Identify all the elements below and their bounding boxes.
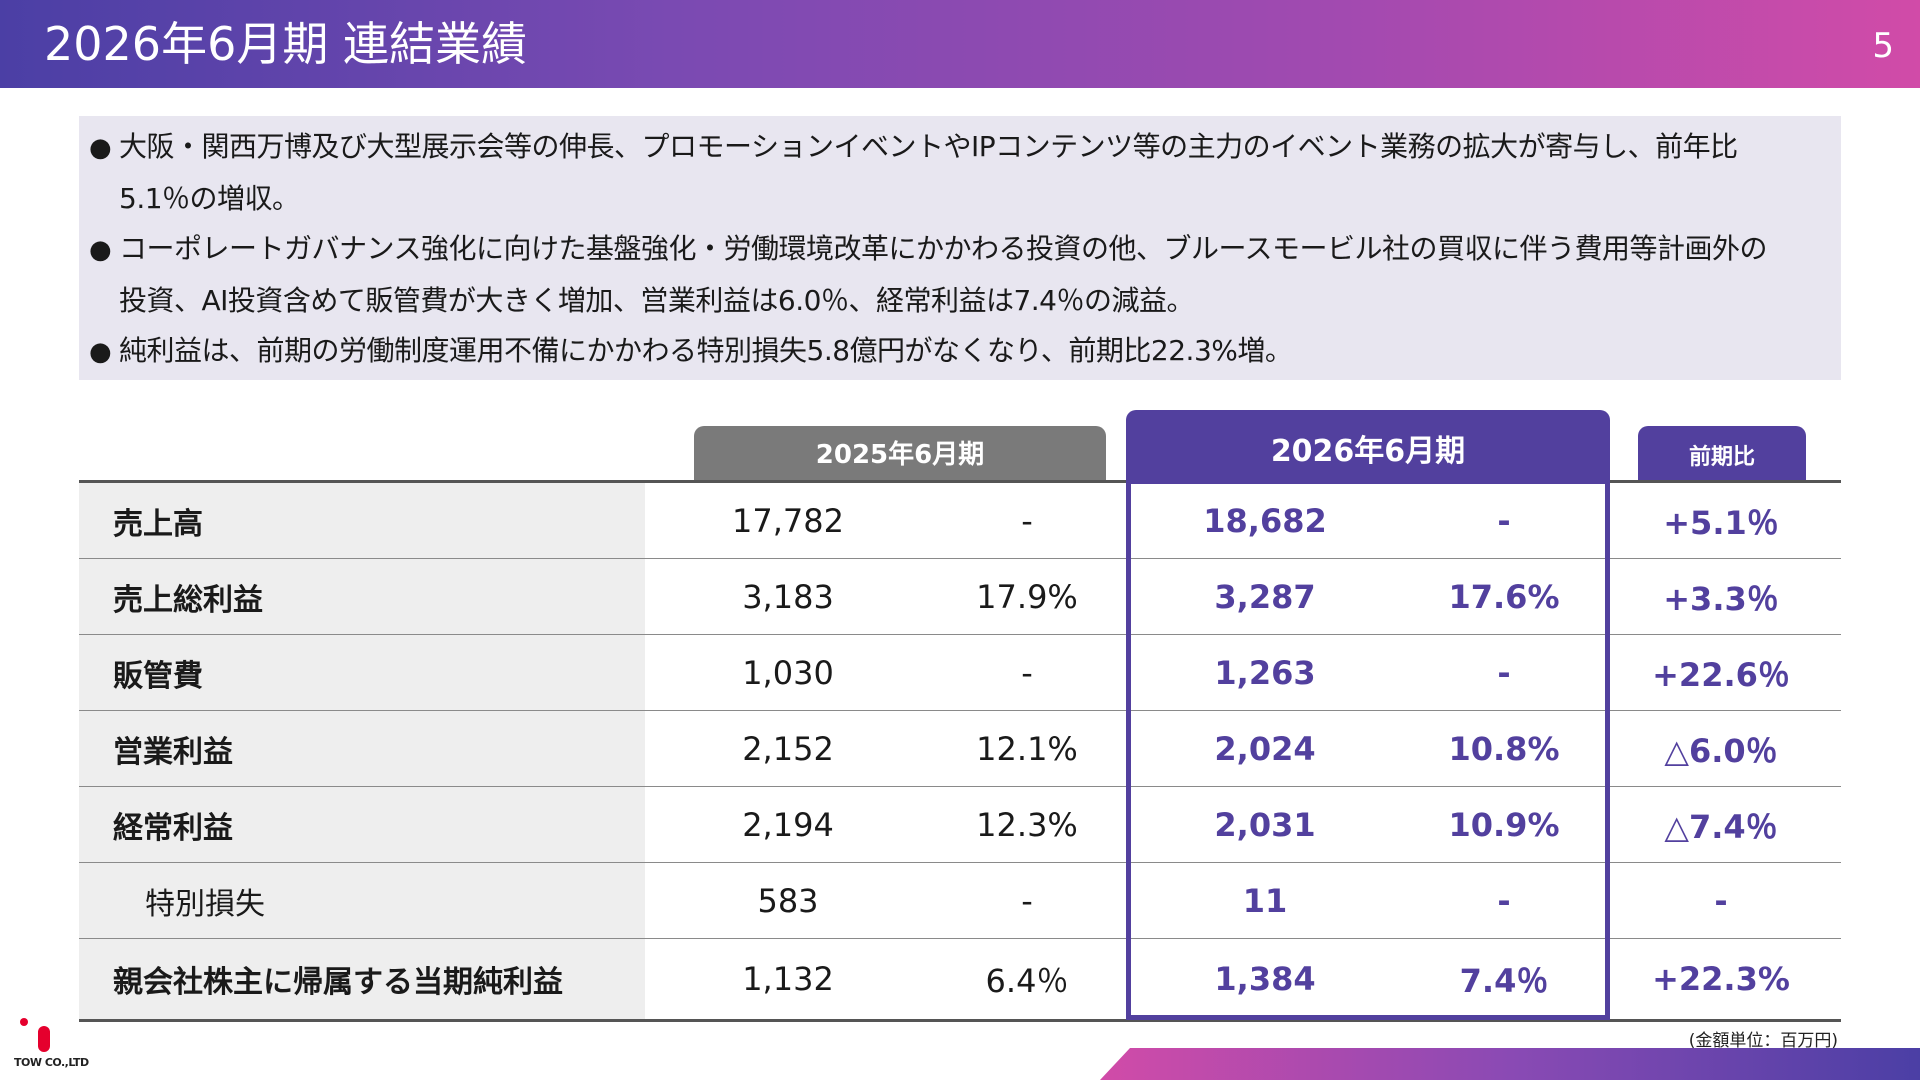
row-label: 売上高 [113,506,203,542]
curr-value: 2,024 [1214,729,1316,768]
curr-value: 18,682 [1203,501,1327,540]
yoy-ratio: +5.1％ [1663,503,1779,542]
yoy-ratio: △7.4％ [1664,807,1778,846]
unit-note: (金額単位：百万円) [1688,1031,1838,1051]
summary-line: 5.1％の増収。 [119,181,300,215]
table-row: 売上高 17,782 - 18,682 - +5.1％ [79,483,1841,559]
row-label: 経常利益 [113,810,233,846]
curr-value: 3,287 [1214,577,1316,616]
table-top-rule [79,480,1841,483]
company-logo: TOW CO.,LTD [14,1016,89,1072]
curr-percent: 7.4％ [1459,962,1549,1000]
prev-percent: 17.9% [976,577,1078,616]
row-label: 売上総利益 [113,582,263,618]
row-label: 親会社株主に帰属する当期純利益 [113,965,563,1000]
curr-value: 1,384 [1214,960,1316,998]
prev-value: 2,152 [742,729,834,768]
prev-value: 1,030 [742,653,834,692]
yoy-ratio: △6.0％ [1664,731,1778,770]
curr-percent: - [1497,881,1511,920]
summary-line: ● 大阪・関西万博及び大型展示会等の伸長、プロモーションイベントやIPコンテンツ等… [89,122,1831,174]
curr-value: 2,031 [1214,805,1316,844]
prev-value: 17,782 [732,501,844,540]
curr-value: 11 [1242,881,1288,920]
prev-percent: - [1021,653,1033,692]
page-number: 5 [1872,26,1894,66]
prev-value: 2,194 [742,805,834,844]
bullet-icon: ● [89,235,112,265]
slide-header: 2026年6月期 連結業績 5 [0,0,1920,88]
table-row: 経常利益 2,194 12.3% 2,031 10.9% △7.4％ [79,787,1841,863]
table-row: 親会社株主に帰属する当期純利益 1,132 6.4％ 1,384 7.4％ +2… [79,939,1841,1022]
prev-percent: 12.1% [976,729,1078,768]
prev-value: 1,132 [742,960,834,998]
curr-value: 1,263 [1214,653,1316,692]
summary-line: 投資、AI投資含めて販管費が大きく増加、営業利益は6.0％、経常利益は7.4％の… [119,283,1194,317]
summary-line: ● 純利益は、前期の労働制度運用不備にかかわる特別損失5.8億円がなくなり、前期比… [89,326,1831,378]
prev-value: 3,183 [742,577,834,616]
prev-value: 583 [757,881,819,920]
column-header-yoy: 前期比 [1638,426,1806,480]
row-label: 特別損失 [145,886,265,922]
prev-percent: - [1021,501,1033,540]
row-label: 営業利益 [113,734,233,770]
bullet-icon: ● [89,337,112,367]
row-label: 販管費 [113,658,203,694]
table-row: 販管費 1,030 - 1,263 - +22.6％ [79,635,1841,711]
bullet-icon: ● [89,133,112,163]
table-row: 特別損失 583 - 11 - - [79,863,1841,939]
logo-text: TOW CO.,LTD [14,1056,89,1069]
logo-dot-icon [20,1018,28,1026]
logo-bar-icon [38,1026,50,1052]
prev-percent: 12.3% [976,805,1078,844]
curr-percent: - [1497,501,1511,540]
footer-accent-band [1100,1048,1920,1080]
yoy-ratio: +3.3％ [1663,579,1779,618]
summary-box: ● 大阪・関西万博及び大型展示会等の伸長、プロモーションイベントやIPコンテンツ等… [79,116,1841,380]
prev-percent: - [1021,881,1033,920]
yoy-ratio: - [1714,881,1728,920]
yoy-ratio: +22.3% [1652,960,1790,998]
curr-percent: - [1497,653,1511,692]
table-row: 営業利益 2,152 12.1% 2,024 10.8% △6.0％ [79,711,1841,787]
prev-percent: 6.4％ [985,962,1069,1000]
curr-percent: 10.9% [1448,805,1560,844]
summary-line: ● コーポレートガバナンス強化に向けた基盤強化・労働環境改革にかかわる投資の他、ブ… [89,224,1831,276]
table-row: 売上総利益 3,183 17.9% 3,287 17.6% +3.3％ [79,559,1841,635]
slide-title: 2026年6月期 連結業績 [44,17,527,71]
curr-percent: 10.8% [1448,729,1560,768]
column-header-fy2025: 2025年6月期 [694,426,1106,480]
column-header-fy2026: 2026年6月期 [1126,410,1610,484]
yoy-ratio: +22.6％ [1652,655,1790,694]
curr-percent: 17.6% [1448,577,1560,616]
